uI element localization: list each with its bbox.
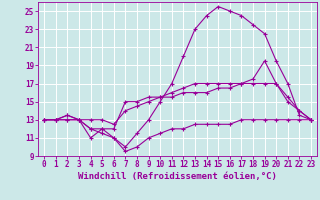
- X-axis label: Windchill (Refroidissement éolien,°C): Windchill (Refroidissement éolien,°C): [78, 172, 277, 181]
